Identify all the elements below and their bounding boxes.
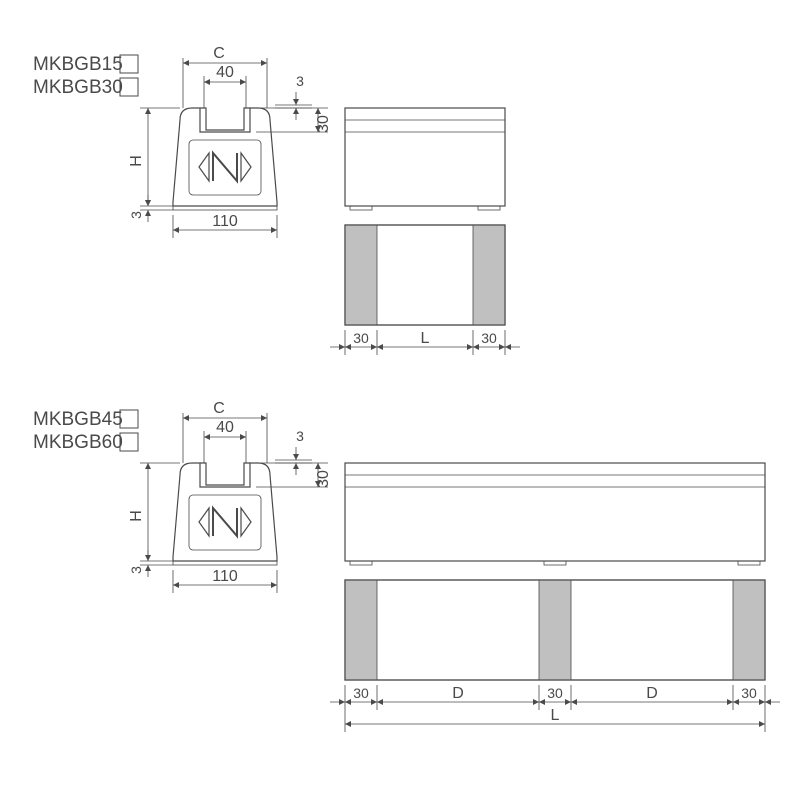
dim-40-2: 40 [216,419,234,436]
dim-h-2: H [128,510,145,522]
front-view-2: C 40 3 30 H 3 110 [128,400,332,593]
dim-30-2: 30 [315,470,332,488]
dim-L-2: L [551,707,560,724]
dim-30l-1: 30 [353,330,369,346]
diagram-container: MKBGB15 MKBGB30 C 40 3 30 H [0,0,800,800]
label-mkbgb15: MKBGB15 [33,54,123,75]
dim-Db-2: D [646,685,658,702]
dim-3top-2: 3 [296,428,304,444]
dim-3left-1: 3 [128,211,144,219]
dim-3left-2: 3 [128,566,144,574]
dim-3top-1: 3 [296,73,304,89]
label-mkbgb60: MKBGB60 [33,432,123,453]
side-view-2 [345,463,765,565]
dim-c-2: C [213,400,225,417]
plan-view-1: 30 L 30 [330,225,520,355]
dim-30-1: 30 [315,115,332,133]
dim-h-1: H [128,155,145,167]
technical-drawing-svg: MKBGB15 MKBGB30 C 40 3 30 H [0,0,800,800]
dim-30r-1: 30 [481,330,497,346]
dim-c-1: C [213,45,225,62]
front-view-1: C 40 3 30 H 3 110 [128,45,332,238]
dim-30b-2: 30 [547,685,563,701]
dim-110-1: 110 [212,213,238,230]
side-view-1 [345,108,505,210]
dim-Da-2: D [452,685,464,702]
dim-30c-2: 30 [741,685,757,701]
dim-30a-2: 30 [353,685,369,701]
label-mkbgb45: MKBGB45 [33,409,123,430]
dim-110-2: 110 [212,568,238,585]
dim-40-1: 40 [216,64,234,81]
label-mkbgb30: MKBGB30 [33,77,123,98]
dim-L-1: L [421,330,430,347]
plan-view-2: 30 D 30 D 30 L [330,580,780,732]
